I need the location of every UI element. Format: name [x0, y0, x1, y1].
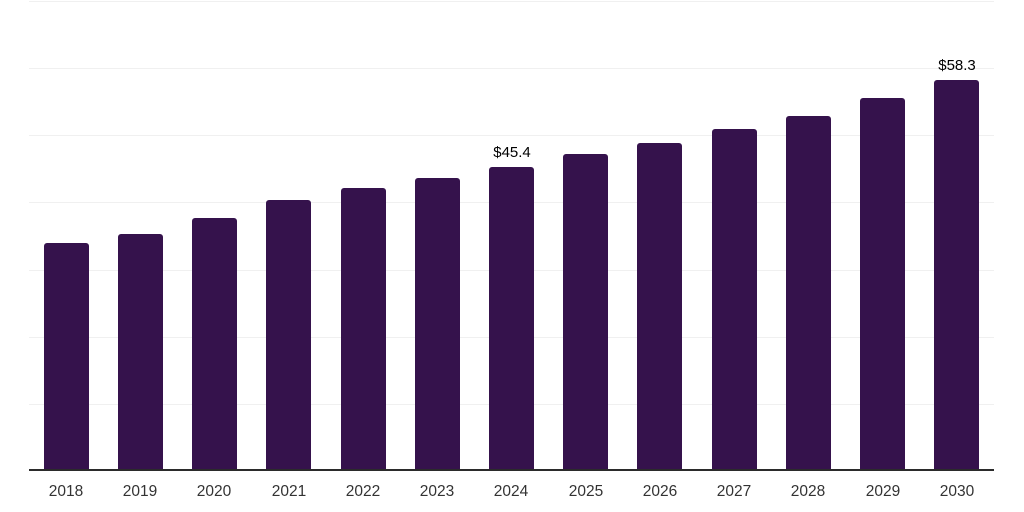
x-tick-2018: 2018 — [48, 483, 84, 500]
x-tick-2022: 2022 — [345, 483, 381, 500]
data-label-2024: $45.4 — [493, 144, 531, 161]
gridline — [29, 1, 994, 2]
x-tick-2026: 2026 — [642, 483, 678, 500]
x-tick-2021: 2021 — [271, 483, 307, 500]
x-tick-2023: 2023 — [419, 483, 455, 500]
bar-2023[interactable] — [415, 178, 460, 469]
x-tick-2028: 2028 — [790, 483, 826, 500]
bar-2027[interactable] — [712, 129, 757, 469]
bar-2026[interactable] — [637, 143, 682, 469]
x-tick-2029: 2029 — [865, 483, 901, 500]
bar-2028[interactable] — [786, 116, 831, 469]
bar-2029[interactable] — [860, 98, 905, 469]
x-tick-2025: 2025 — [568, 483, 604, 500]
bar-2022[interactable] — [341, 188, 386, 469]
bar-2030[interactable] — [934, 80, 979, 469]
x-tick-2027: 2027 — [716, 483, 752, 500]
bar-2025[interactable] — [563, 154, 608, 469]
gridline — [29, 68, 994, 69]
gridline — [29, 135, 994, 136]
bar-2021[interactable] — [266, 200, 311, 469]
bar-2018[interactable] — [44, 243, 89, 469]
x-tick-2019: 2019 — [122, 483, 158, 500]
bar-2024[interactable] — [489, 167, 534, 469]
plot-area: $45.4 $58.3 — [29, 1, 994, 471]
x-axis-line — [29, 469, 994, 471]
x-tick-2024: 2024 — [493, 483, 529, 500]
bar-2019[interactable] — [118, 234, 163, 469]
x-tick-2030: 2030 — [939, 483, 975, 500]
data-label-2030: $58.3 — [938, 57, 976, 74]
x-axis: 2018 2019 2020 2021 2022 2023 2024 2025 2026 2027… — [29, 482, 994, 504]
bar-2020[interactable] — [192, 218, 237, 469]
x-tick-2020: 2020 — [196, 483, 232, 500]
